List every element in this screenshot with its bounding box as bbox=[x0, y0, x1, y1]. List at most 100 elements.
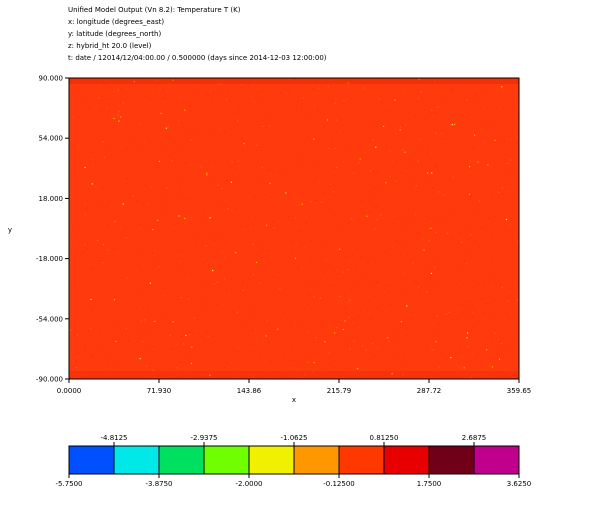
heatmap-speckle bbox=[238, 239, 240, 241]
heatmap-speckle bbox=[87, 117, 89, 119]
heatmap-speckle bbox=[171, 348, 173, 350]
heatmap-speckle bbox=[428, 307, 431, 309]
heatmap-speckle bbox=[212, 269, 214, 272]
heatmap-speckle bbox=[162, 334, 164, 336]
heatmap-speckle bbox=[255, 105, 257, 107]
heatmap-speckle bbox=[225, 98, 228, 100]
heatmap-speckle bbox=[478, 374, 480, 376]
heatmap-speckle bbox=[171, 160, 173, 162]
heatmap-speckle bbox=[231, 161, 233, 163]
heatmap-speckle bbox=[357, 326, 359, 328]
heatmap-speckle bbox=[114, 220, 116, 222]
heatmap-speckle bbox=[158, 260, 160, 263]
heatmap-speckle bbox=[207, 195, 209, 197]
heatmap-speckle bbox=[470, 170, 472, 173]
heatmap-speckle bbox=[470, 329, 472, 331]
heatmap-speckle bbox=[94, 107, 96, 109]
heatmap-speckle bbox=[146, 305, 148, 307]
heatmap-speckle bbox=[167, 125, 169, 128]
heatmap-speckle bbox=[484, 163, 486, 166]
heatmap-speckle bbox=[382, 204, 384, 206]
heatmap-speckle bbox=[150, 358, 152, 360]
heatmap-speckle bbox=[183, 227, 185, 229]
heatmap-speckle bbox=[213, 165, 215, 167]
heatmap-speckle bbox=[289, 367, 291, 369]
heatmap-speckle bbox=[224, 258, 226, 260]
heatmap-speckle bbox=[249, 196, 251, 198]
heatmap-speckle bbox=[456, 353, 458, 355]
heatmap-speckle bbox=[151, 89, 153, 91]
heatmap-speckle bbox=[425, 159, 427, 161]
heatmap-speckle bbox=[348, 222, 350, 224]
heatmap-speckle bbox=[173, 375, 175, 377]
heatmap-speckle bbox=[402, 373, 404, 376]
heatmap-speckle bbox=[265, 117, 267, 119]
heatmap-speckle bbox=[80, 167, 82, 170]
heatmap-speckle bbox=[431, 109, 433, 111]
heatmap-speckle bbox=[267, 309, 269, 312]
heatmap-speckle bbox=[176, 343, 178, 345]
heatmap-speckle bbox=[216, 281, 218, 283]
colorbar-label: -2.0000 bbox=[235, 480, 262, 488]
heatmap-speckle bbox=[316, 200, 318, 202]
heatmap-speckle bbox=[380, 262, 382, 264]
heatmap-speckle bbox=[84, 214, 86, 216]
heatmap-speckle bbox=[245, 316, 247, 318]
heatmap-speckle bbox=[471, 132, 473, 135]
heatmap-speckle bbox=[322, 356, 325, 358]
heatmap-speckle bbox=[301, 230, 303, 232]
heatmap-speckle bbox=[83, 212, 85, 214]
heatmap-speckle bbox=[387, 316, 389, 318]
heatmap-speckle bbox=[279, 92, 281, 94]
x-tick-label: 71.930 bbox=[147, 387, 172, 395]
heatmap-speckle bbox=[247, 192, 249, 194]
heatmap-speckle bbox=[478, 200, 480, 202]
heatmap-speckle bbox=[428, 239, 430, 242]
heatmap-speckle bbox=[156, 360, 158, 362]
heatmap-speckle bbox=[217, 184, 219, 186]
heatmap-speckle bbox=[221, 251, 223, 253]
heatmap-speckle bbox=[470, 234, 472, 236]
heatmap-speckle bbox=[126, 149, 128, 151]
heatmap-speckle bbox=[107, 110, 110, 112]
heatmap-speckle bbox=[109, 95, 111, 97]
heatmap-speckle bbox=[515, 83, 517, 85]
heatmap-speckle bbox=[261, 135, 263, 138]
heatmap-speckle bbox=[454, 279, 456, 281]
heatmap-speckle bbox=[218, 123, 220, 126]
heatmap-speckle bbox=[474, 97, 476, 99]
heatmap-speckle bbox=[426, 291, 428, 293]
heatmap-speckle bbox=[321, 80, 323, 82]
heatmap-speckle bbox=[231, 113, 233, 115]
heatmap-speckle bbox=[74, 239, 76, 241]
heatmap-speckle bbox=[466, 318, 468, 320]
heatmap-speckle bbox=[426, 147, 428, 149]
heatmap-speckle bbox=[339, 276, 341, 278]
heatmap-speckle bbox=[78, 225, 80, 227]
heatmap-speckle bbox=[336, 166, 338, 168]
heatmap-speckle bbox=[347, 114, 349, 116]
heatmap-speckle bbox=[389, 109, 391, 111]
heatmap-speckle bbox=[180, 297, 182, 299]
heatmap-speckle bbox=[483, 78, 485, 80]
heatmap-speckle bbox=[358, 162, 360, 164]
y-tick-label: -18.000 bbox=[36, 255, 63, 263]
heatmap-speckle bbox=[247, 366, 250, 368]
heatmap-speckle bbox=[155, 80, 158, 82]
heatmap-speckle bbox=[117, 103, 119, 105]
heatmap-speckle bbox=[400, 174, 402, 176]
heatmap-speckle bbox=[337, 324, 339, 326]
heatmap-speckle bbox=[283, 249, 285, 251]
heatmap-speckle bbox=[235, 111, 237, 113]
heatmap-speckle bbox=[117, 189, 119, 191]
heatmap-speckle bbox=[344, 273, 346, 275]
heatmap-speckle bbox=[349, 157, 351, 159]
heatmap-speckle bbox=[403, 253, 405, 255]
heatmap-speckle bbox=[377, 325, 379, 327]
heatmap-speckle bbox=[177, 196, 179, 198]
heatmap-speckle bbox=[478, 245, 480, 247]
heatmap-speckle bbox=[315, 131, 318, 133]
heatmap-speckle bbox=[90, 310, 92, 312]
heatmap-speckle bbox=[184, 217, 186, 219]
heatmap-speckle bbox=[216, 326, 218, 329]
